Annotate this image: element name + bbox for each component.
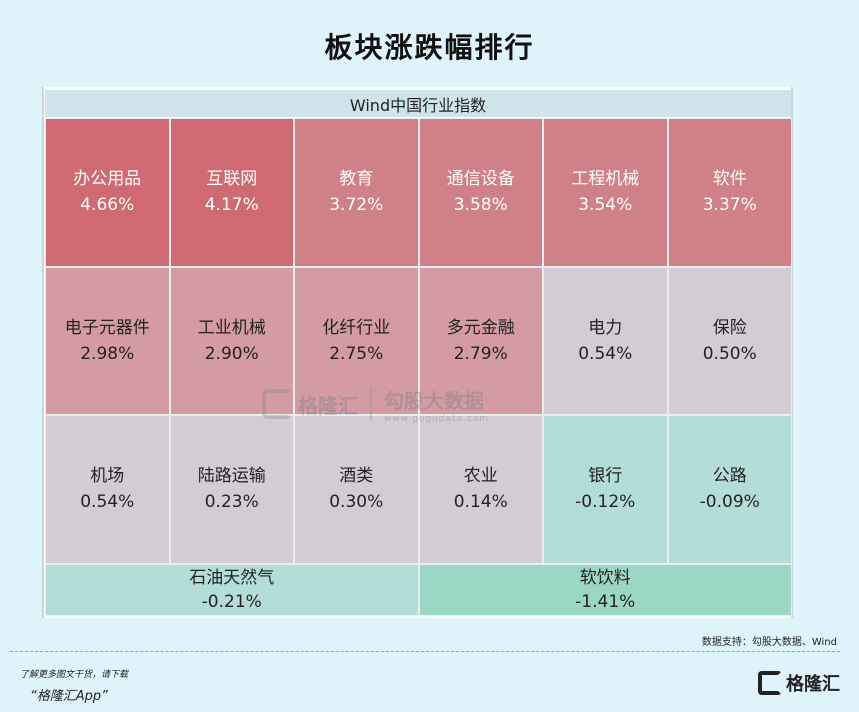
brand-name: 格隆汇 bbox=[786, 674, 840, 695]
heatmap-tile-value: 2.79% bbox=[453, 343, 508, 364]
heatmap-tile-name: 工业机械 bbox=[197, 317, 266, 338]
heatmap-tile: 保险 0.50% bbox=[667, 266, 792, 415]
heatmap-tile-value: 2.90% bbox=[204, 343, 259, 364]
footer-divider bbox=[10, 651, 840, 652]
heatmap-tile: 银行 -0.12% bbox=[543, 415, 668, 564]
heatmap-tile-value: 0.23% bbox=[204, 492, 259, 513]
heatmap-header-label: Wind中国行业指数 bbox=[349, 95, 487, 115]
heatmap-tile-value: -0.09% bbox=[699, 492, 760, 513]
heatmap-tile-value: 0.30% bbox=[329, 492, 384, 513]
heatmap-tile-name: 办公用品 bbox=[73, 169, 142, 190]
heatmap-tile: 陆路运输 0.23% bbox=[169, 415, 294, 564]
heatmap-tile: 工程机械 3.54% bbox=[543, 118, 668, 267]
heatmap-tile: 多元金融 2.79% bbox=[418, 266, 543, 415]
heatmap-tile-name: 通信设备 bbox=[446, 169, 515, 190]
brand-logo: 格隆汇 bbox=[758, 670, 840, 696]
heatmap-tile-name: 石油天然气 bbox=[189, 567, 275, 588]
heatmap-tile-name: 机场 bbox=[90, 466, 125, 487]
heatmap-tile-value: 3.58% bbox=[453, 195, 508, 216]
heatmap-tile: 工业机械 2.90% bbox=[169, 266, 294, 415]
heatmap-tile-value: 0.14% bbox=[453, 492, 508, 513]
heatmap-tile-name: 工程机械 bbox=[571, 169, 640, 190]
heatmap-tile-value: 3.54% bbox=[578, 195, 633, 216]
promo-line-2: “格隆汇App” bbox=[30, 689, 108, 704]
heatmap-tile-value: 0.54% bbox=[80, 492, 135, 513]
heatmap-tile: 机场 0.54% bbox=[45, 415, 170, 564]
heatmap-tile-name: 保险 bbox=[712, 317, 747, 338]
data-source: 数据支持：勾股大数据、Wind bbox=[701, 637, 837, 648]
heatmap-tile: 办公用品 4.66% bbox=[45, 118, 170, 267]
heatmap-tile-value: 3.37% bbox=[702, 195, 757, 216]
heatmap-header: Wind中国行业指数 bbox=[45, 90, 791, 117]
chart-title: 板块涨跌幅排行 bbox=[324, 31, 535, 64]
heatmap-tile-name: 电力 bbox=[588, 317, 623, 338]
heatmap-tile-name: 银行 bbox=[588, 466, 623, 487]
heatmap-tile-name: 电子元器件 bbox=[64, 317, 150, 338]
brand-logo-icon bbox=[758, 671, 782, 695]
heatmap-tile-value: -1.41% bbox=[575, 591, 636, 612]
heatmap-tile: 互联网 4.17% bbox=[169, 118, 294, 267]
heatmap-tile: 公路 -0.09% bbox=[667, 415, 792, 564]
heatmap-tile-value: 0.50% bbox=[702, 343, 757, 364]
heatmap-tile-name: 公路 bbox=[712, 466, 747, 487]
heatmap-tile: 软饮料 -1.41% bbox=[418, 563, 792, 616]
heatmap-tile-name: 陆路运输 bbox=[197, 466, 266, 487]
heatmap-tile: 软件 3.37% bbox=[667, 118, 792, 267]
heatmap-tile-name: 多元金融 bbox=[446, 317, 515, 338]
heatmap-tile-value: -0.12% bbox=[575, 492, 636, 513]
heatmap-tile: 教育 3.72% bbox=[294, 118, 419, 267]
heatmap-tile-name: 软饮料 bbox=[579, 567, 631, 588]
heatmap-tile-value: 4.66% bbox=[80, 195, 135, 216]
heatmap-tile-value: -0.21% bbox=[201, 591, 262, 612]
heatmap-tile: 电子元器件 2.98% bbox=[45, 266, 170, 415]
heatmap-tile-name: 化纤行业 bbox=[322, 317, 391, 338]
heatmap-tile-name: 软件 bbox=[712, 169, 747, 190]
heatmap-tile: 通信设备 3.58% bbox=[418, 118, 543, 267]
heatmap-tile-name: 酒类 bbox=[339, 466, 374, 487]
heatmap-tile: 农业 0.14% bbox=[418, 415, 543, 564]
heatmap-tile: 酒类 0.30% bbox=[294, 415, 419, 564]
heatmap-tile: 电力 0.54% bbox=[543, 266, 668, 415]
heatmap-tile-value: 4.17% bbox=[204, 195, 259, 216]
heatmap-tile-name: 互联网 bbox=[206, 169, 258, 190]
heatmap-tile: 化纤行业 2.75% bbox=[294, 266, 419, 415]
promo-line-1: 了解更多图文干货，请下载 bbox=[20, 670, 129, 680]
heatmap-tile-name: 农业 bbox=[463, 466, 498, 487]
heatmap-tile-value: 2.75% bbox=[329, 343, 384, 364]
heatmap-tile: 石油天然气 -0.21% bbox=[45, 563, 419, 616]
heatmap-tile-value: 0.54% bbox=[578, 343, 633, 364]
heatmap-tile-value: 3.72% bbox=[329, 195, 384, 216]
heatmap-tile-name: 教育 bbox=[339, 169, 374, 190]
heatmap-tile-value: 2.98% bbox=[80, 343, 135, 364]
